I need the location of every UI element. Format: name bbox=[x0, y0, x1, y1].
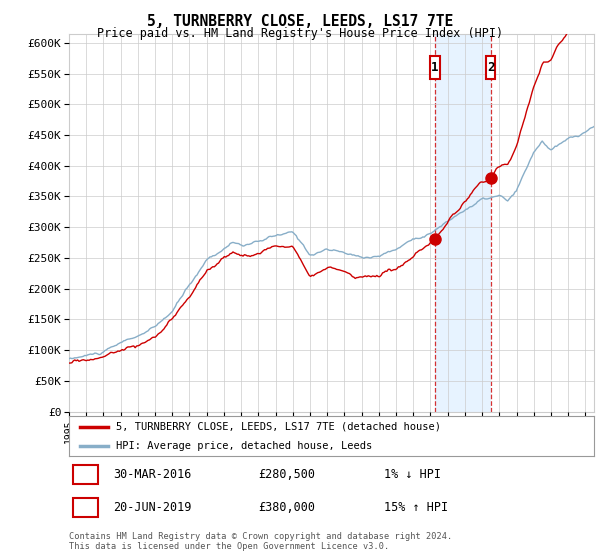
Text: £380,000: £380,000 bbox=[258, 501, 315, 514]
Text: 2: 2 bbox=[82, 501, 89, 514]
Text: 2: 2 bbox=[487, 61, 494, 74]
Text: 5, TURNBERRY CLOSE, LEEDS, LS17 7TE: 5, TURNBERRY CLOSE, LEEDS, LS17 7TE bbox=[147, 14, 453, 29]
Text: 15% ↑ HPI: 15% ↑ HPI bbox=[384, 501, 448, 514]
Bar bbox=[73, 465, 98, 484]
Text: Price paid vs. HM Land Registry's House Price Index (HPI): Price paid vs. HM Land Registry's House … bbox=[97, 27, 503, 40]
Bar bbox=[430, 56, 440, 79]
Text: 1: 1 bbox=[82, 468, 89, 481]
Bar bbox=[73, 498, 98, 517]
Text: This data is licensed under the Open Government Licence v3.0.: This data is licensed under the Open Gov… bbox=[69, 542, 389, 551]
Bar bbox=[435, 34, 491, 412]
Text: 30-MAR-2016: 30-MAR-2016 bbox=[113, 468, 192, 481]
Text: 1% ↓ HPI: 1% ↓ HPI bbox=[384, 468, 441, 481]
Text: 5, TURNBERRY CLOSE, LEEDS, LS17 7TE (detached house): 5, TURNBERRY CLOSE, LEEDS, LS17 7TE (det… bbox=[116, 422, 441, 432]
Bar bbox=[486, 56, 496, 79]
Text: 20-JUN-2019: 20-JUN-2019 bbox=[113, 501, 192, 514]
Text: 1: 1 bbox=[431, 61, 439, 74]
Text: Contains HM Land Registry data © Crown copyright and database right 2024.: Contains HM Land Registry data © Crown c… bbox=[69, 532, 452, 541]
Text: HPI: Average price, detached house, Leeds: HPI: Average price, detached house, Leed… bbox=[116, 441, 373, 450]
Text: £280,500: £280,500 bbox=[258, 468, 315, 481]
